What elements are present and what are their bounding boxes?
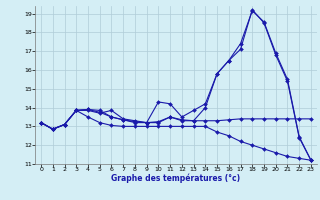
X-axis label: Graphe des températures (°c): Graphe des températures (°c): [111, 174, 241, 183]
